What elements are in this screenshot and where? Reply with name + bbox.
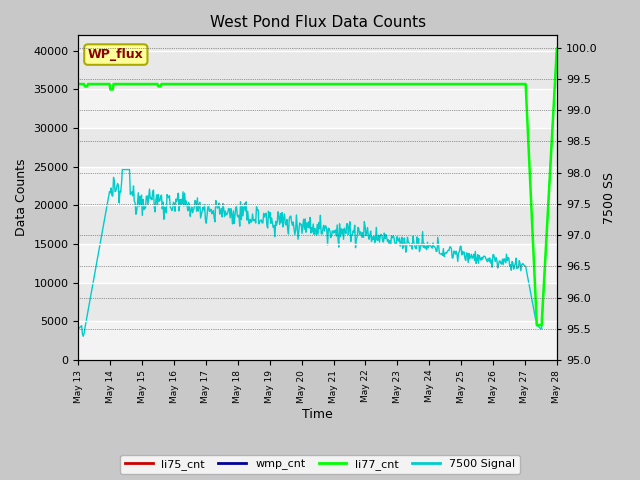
- Bar: [79, 167, 557, 205]
- Y-axis label: Data Counts: Data Counts: [15, 159, 28, 237]
- Bar: [79, 321, 557, 360]
- Legend: li75_cnt, wmp_cnt, li77_cnt, 7500 Signal: li75_cnt, wmp_cnt, li77_cnt, 7500 Signal: [120, 455, 520, 474]
- Title: West Pond Flux Data Counts: West Pond Flux Data Counts: [209, 15, 426, 30]
- Text: WP_flux: WP_flux: [88, 48, 144, 61]
- Y-axis label: 7500 SS: 7500 SS: [603, 172, 616, 224]
- X-axis label: Time: Time: [302, 408, 333, 421]
- Bar: [79, 244, 557, 283]
- Bar: [79, 89, 557, 128]
